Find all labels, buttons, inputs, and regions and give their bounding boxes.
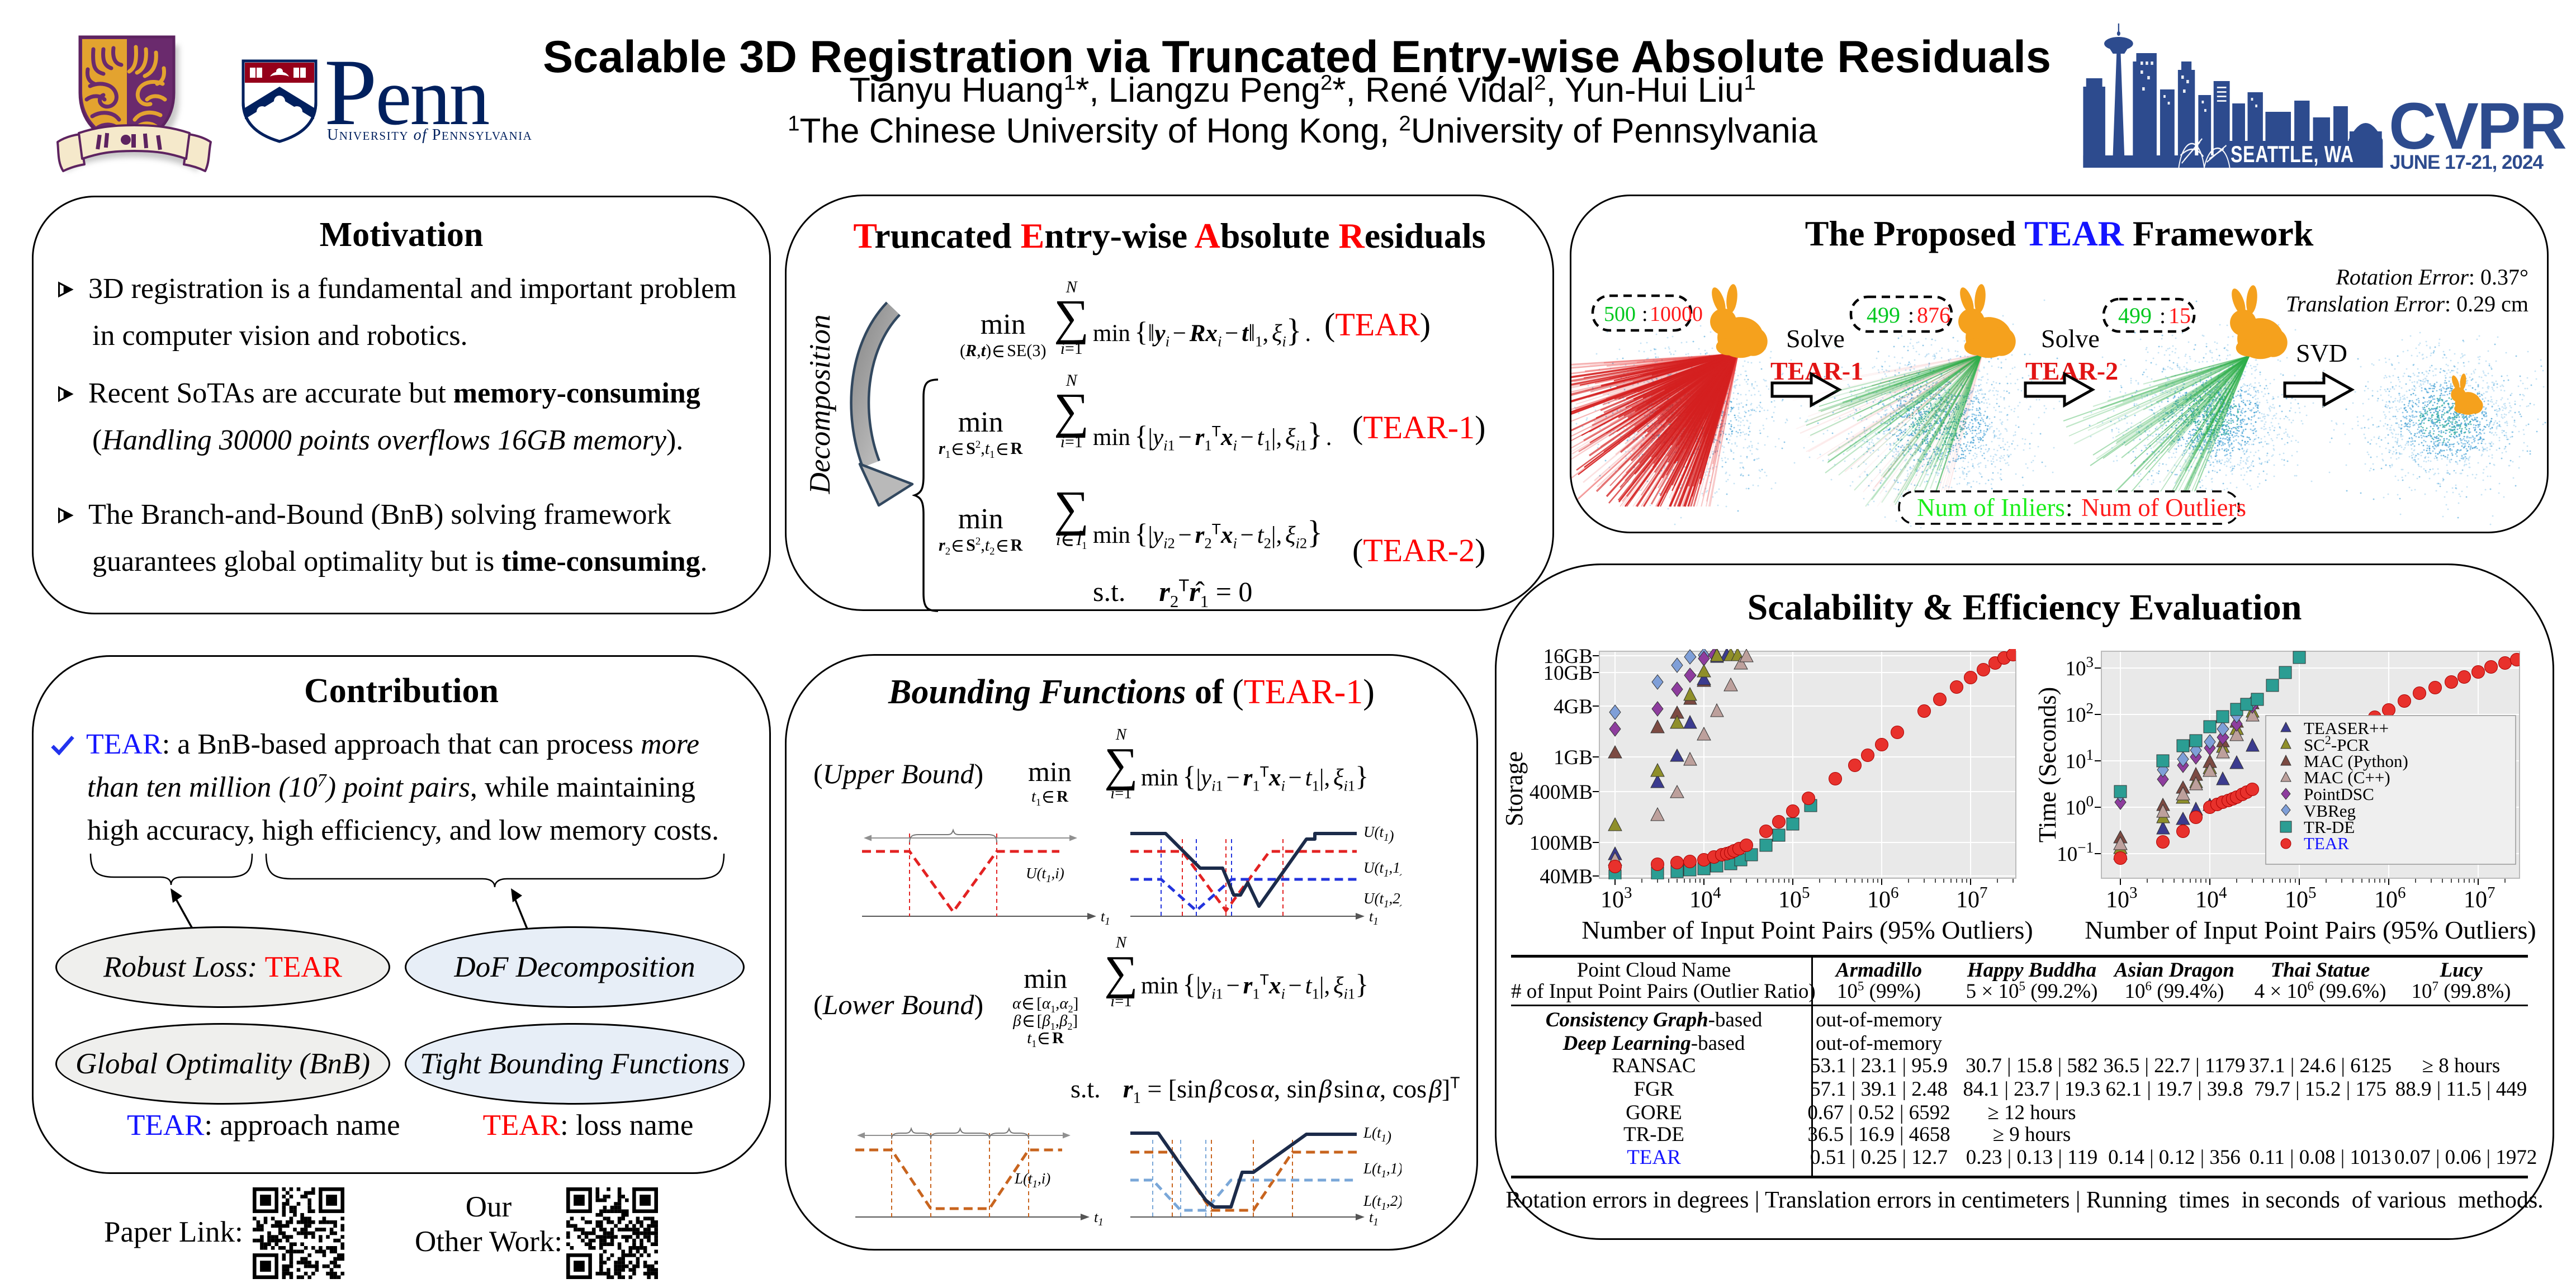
svg-text:PointDSC: PointDSC (2304, 784, 2374, 804)
svg-text:TEAR: TEAR (2304, 834, 2349, 853)
svg-text:105: 105 (2285, 884, 2317, 913)
svg-text:Translation Error: 0.29 cm: Translation Error: 0.29 cm (2286, 291, 2528, 316)
svg-text:102: 102 (2066, 700, 2094, 727)
svg-text:101: 101 (2066, 746, 2094, 773)
svg-text:100: 100 (2066, 793, 2094, 820)
svg-text:10000: 10000 (1650, 302, 1703, 326)
svg-text:16GB: 16GB (1543, 645, 1593, 668)
svg-text:Num of Inliers: Num of Inliers (1917, 494, 2065, 522)
svg-text:TR-DE: TR-DE (2304, 817, 2355, 837)
svg-text:t1: t1 (1094, 1209, 1104, 1228)
svg-text:100MB: 100MB (1530, 832, 1593, 855)
svg-text:10−1: 10−1 (2057, 839, 2094, 866)
svg-text:4GB: 4GB (1554, 695, 1593, 718)
svg-text:107: 107 (1956, 884, 1988, 913)
svg-text:SC2-PCR: SC2-PCR (2304, 733, 2370, 755)
svg-text:499: 499 (2118, 303, 2152, 328)
svg-text:103: 103 (2106, 884, 2138, 913)
svg-text:MAC (C++): MAC (C++) (2304, 768, 2390, 787)
svg-text:103: 103 (2066, 654, 2094, 680)
svg-text:t1: t1 (1369, 1209, 1379, 1228)
svg-text:t1: t1 (1369, 908, 1379, 927)
svg-text:UNIVERSITY of PENNSYLVANIA: UNIVERSITY of PENNSYLVANIA (327, 126, 532, 144)
svg-text:SEATTLE, WA: SEATTLE, WA (2231, 141, 2354, 167)
svg-text:104: 104 (1689, 884, 1721, 913)
svg-text:Number of Input Point Pairs (9: Number of Input Point Pairs (95% Outlier… (1581, 916, 2033, 944)
svg-text::: : (2066, 494, 2073, 522)
svg-text:Number of Input Point Pairs (9: Number of Input Point Pairs (95% Outlier… (2085, 916, 2536, 944)
svg-text:876: 876 (1917, 302, 1950, 328)
svg-text::: : (2160, 303, 2166, 328)
svg-text:Solve: Solve (1786, 324, 1845, 353)
svg-text:L(t1): L(t1) (1363, 1124, 1391, 1145)
svg-text:Num of Outliers: Num of Outliers (2081, 494, 2246, 522)
svg-text:106: 106 (2374, 884, 2406, 913)
svg-text:MAC (Python): MAC (Python) (2304, 751, 2408, 771)
svg-text:TEASER++: TEASER++ (2304, 718, 2389, 738)
svg-text:t1: t1 (1101, 908, 1110, 927)
svg-text:15: 15 (2168, 303, 2191, 328)
svg-text:500: 500 (1604, 302, 1636, 326)
svg-text:U(t1): U(t1) (1363, 823, 1394, 844)
svg-text:103: 103 (1600, 884, 1632, 913)
svg-text:104: 104 (2195, 884, 2227, 913)
svg-text:106: 106 (1867, 884, 1899, 913)
svg-text:JUNE 17-21, 2024: JUNE 17-21, 2024 (2390, 151, 2544, 173)
svg-text:U(t1,i): U(t1,i) (1026, 865, 1064, 885)
svg-text:L(t1,1): L(t1,1) (1363, 1160, 1401, 1180)
svg-text:107: 107 (2464, 884, 2496, 913)
svg-text:499: 499 (1867, 302, 1900, 328)
svg-text:Time (Seconds): Time (Seconds) (2034, 687, 2061, 842)
svg-text:400MB: 400MB (1530, 781, 1593, 804)
svg-text:40MB: 40MB (1540, 865, 1593, 888)
svg-text::: : (1908, 302, 1914, 328)
svg-text:CVPR: CVPR (2389, 89, 2566, 163)
svg-text:1GB: 1GB (1554, 746, 1593, 769)
svg-text:U(t1,2): U(t1,2) (1363, 890, 1401, 910)
svg-text:Penn: Penn (324, 53, 489, 145)
svg-text:Storage: Storage (1500, 751, 1528, 826)
svg-text::: : (1642, 302, 1648, 326)
svg-text:Solve: Solve (2041, 324, 2100, 353)
svg-text:105: 105 (1778, 884, 1810, 913)
svg-text:10GB: 10GB (1543, 662, 1593, 685)
svg-text:VBReg: VBReg (2304, 801, 2356, 821)
svg-text:U(t1,1): U(t1,1) (1363, 859, 1401, 879)
svg-text:L(t1,i): L(t1,i) (1014, 1170, 1050, 1190)
svg-text:Rotation Error: 0.37°: Rotation Error: 0.37° (2335, 264, 2528, 290)
svg-text:SVD: SVD (2296, 339, 2347, 367)
